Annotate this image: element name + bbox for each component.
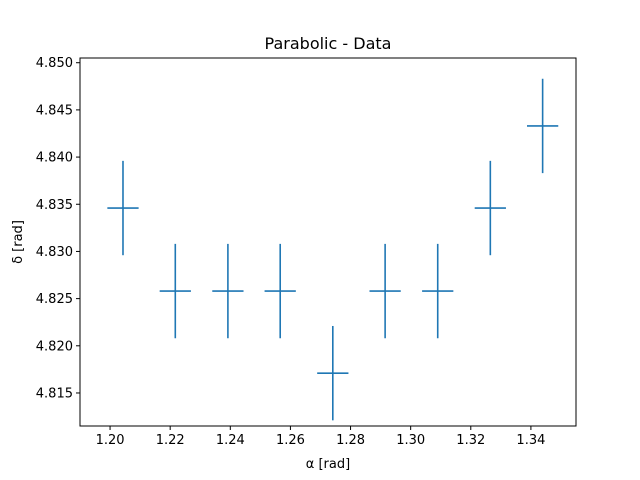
chart-title: Parabolic - Data bbox=[265, 34, 392, 53]
y-tick-label: 4.820 bbox=[36, 339, 73, 354]
x-tick-label: 1.22 bbox=[156, 433, 185, 448]
plot-frame bbox=[79, 57, 577, 427]
x-tick-label: 1.28 bbox=[336, 433, 365, 448]
x-tick-label: 1.34 bbox=[516, 433, 545, 448]
data-point bbox=[317, 325, 349, 421]
y-tick-label: 4.845 bbox=[36, 103, 73, 118]
x-tick-label: 1.26 bbox=[276, 433, 305, 448]
x-axis-label: α [rad] bbox=[306, 457, 350, 472]
data-point bbox=[264, 243, 296, 339]
data-point bbox=[527, 78, 559, 174]
data-point bbox=[369, 243, 401, 339]
y-tick-label: 4.830 bbox=[36, 245, 73, 260]
x-tick-label: 1.30 bbox=[396, 433, 425, 448]
y-tick-label: 4.850 bbox=[36, 56, 73, 71]
x-axis: 1.20 1.22 1.24 1.26 1.28 1.30 1.32 1.34 bbox=[96, 426, 545, 448]
y-tick-label: 4.825 bbox=[36, 292, 73, 307]
x-tick-label: 1.24 bbox=[216, 433, 245, 448]
y-tick-label: 4.815 bbox=[36, 386, 73, 401]
data-point bbox=[474, 160, 506, 256]
data-point bbox=[422, 243, 454, 339]
plot-area bbox=[107, 78, 559, 421]
data-point bbox=[107, 160, 139, 256]
data-point bbox=[212, 243, 244, 339]
y-axis-label: δ [rad] bbox=[11, 220, 26, 264]
data-point bbox=[159, 243, 191, 339]
y-axis: 4.815 4.820 4.825 4.830 4.835 4.840 4.845 4.850 bbox=[36, 56, 80, 401]
x-tick-label: 1.32 bbox=[456, 433, 485, 448]
x-tick-label: 1.20 bbox=[96, 433, 125, 448]
y-tick-label: 4.835 bbox=[36, 198, 73, 213]
y-tick-label: 4.840 bbox=[36, 151, 73, 166]
